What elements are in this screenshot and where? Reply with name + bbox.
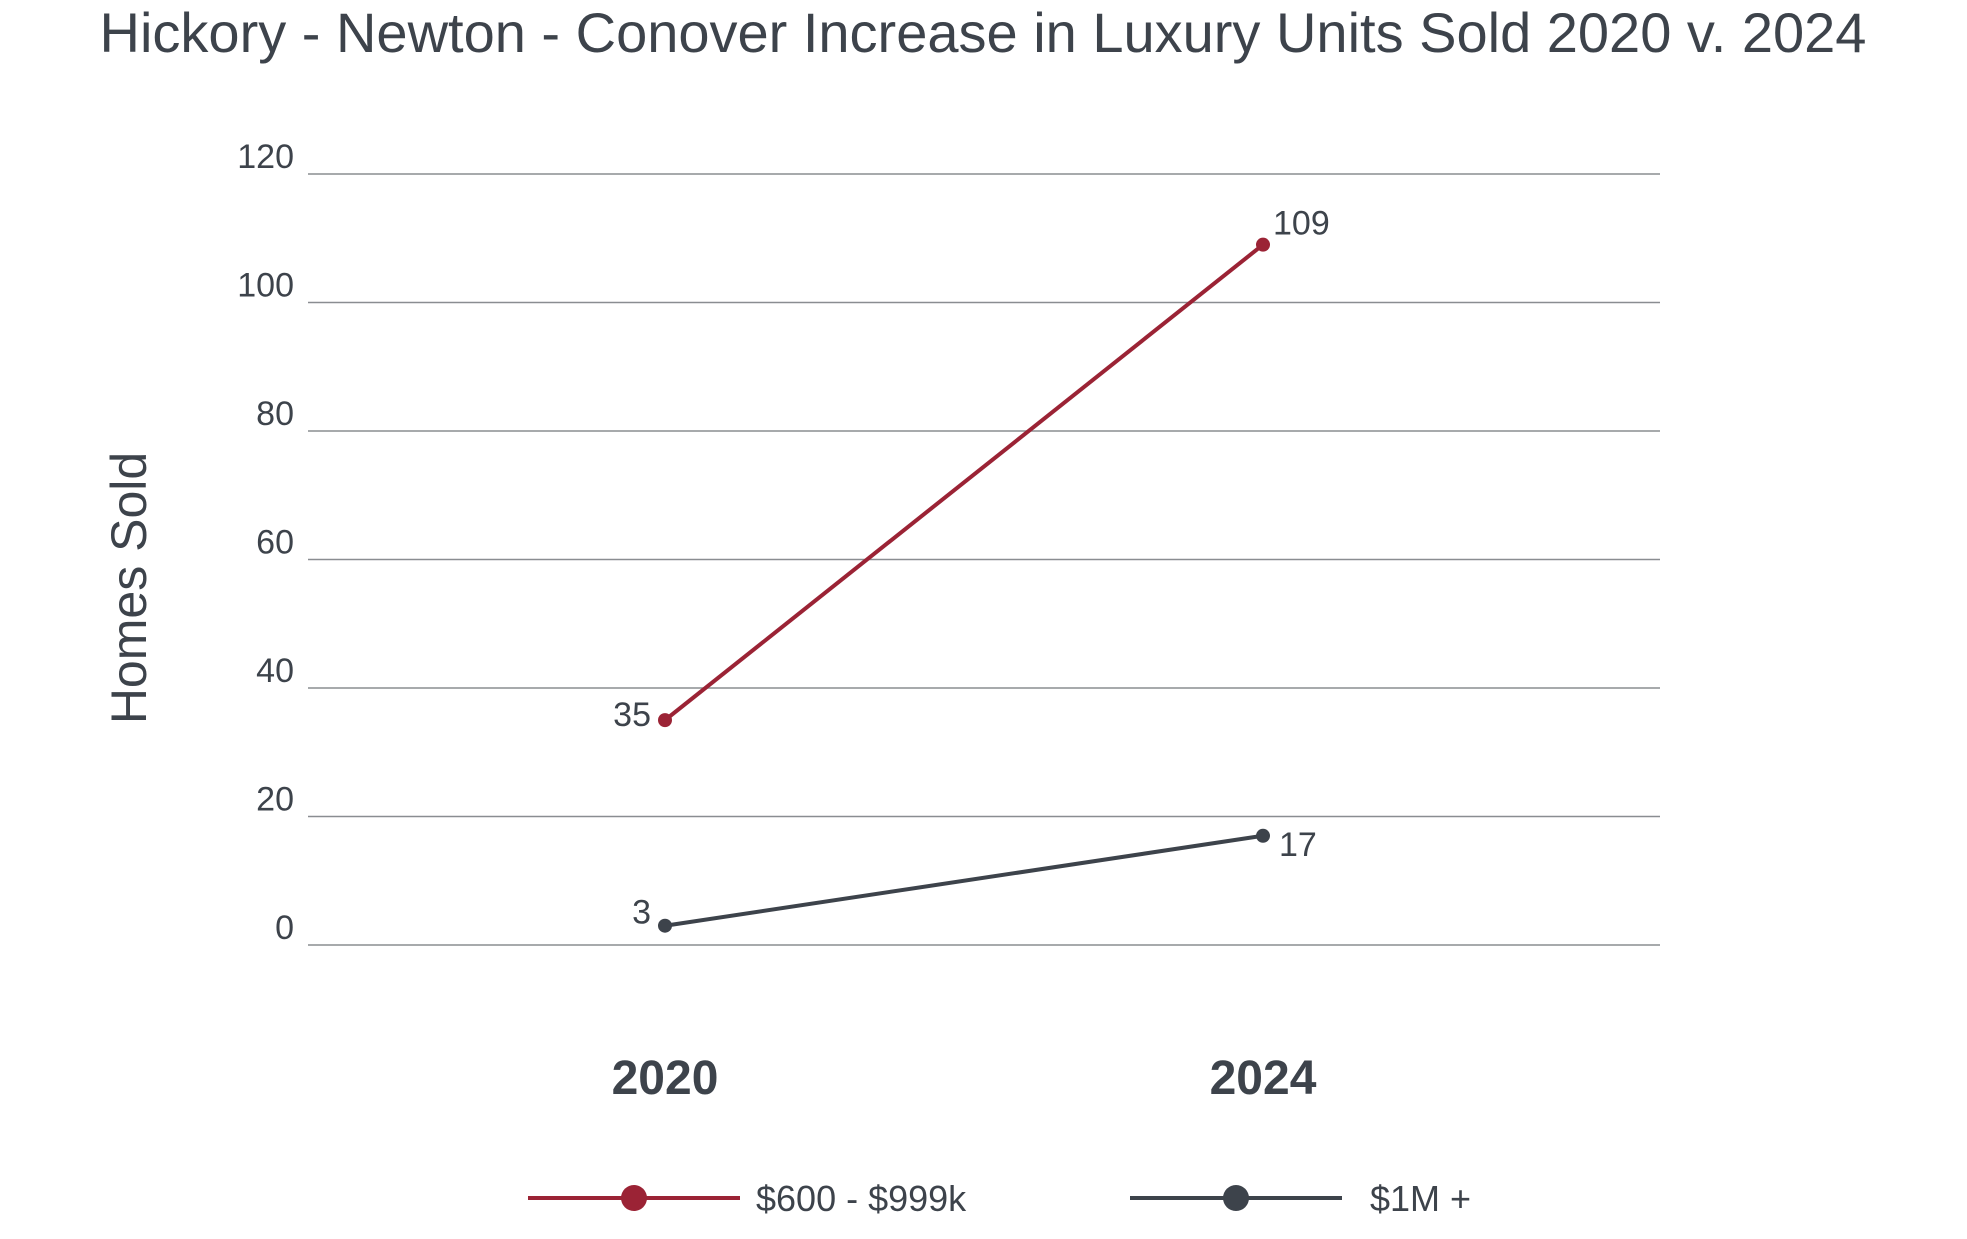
legend-label: $600 - $999k — [756, 1178, 967, 1219]
legend-item: $600 - $999k — [528, 1178, 967, 1219]
data-point — [658, 918, 672, 933]
legend-item: $1M + — [1130, 1178, 1471, 1219]
y-tick-label: 60 — [256, 524, 294, 562]
y-tick-label: 120 — [237, 138, 294, 176]
x-tick-label: 2024 — [1210, 1052, 1317, 1105]
data-point — [658, 713, 672, 728]
data-labels: 35 109 3 17 — [613, 205, 1330, 932]
data-label: 109 — [1273, 205, 1330, 243]
y-axis-label: Homes Sold — [101, 452, 157, 724]
x-axis-ticks: 2020 2024 — [612, 1052, 1317, 1105]
y-tick-label: 40 — [256, 652, 294, 690]
series-group — [658, 237, 1270, 933]
data-label: 35 — [613, 696, 651, 734]
legend: $600 - $999k $1M + — [528, 1178, 1471, 1219]
legend-swatch-marker — [1223, 1185, 1249, 1211]
y-tick-label: 0 — [275, 909, 294, 947]
y-tick-label: 80 — [256, 395, 294, 433]
x-tick-label: 2020 — [612, 1052, 719, 1105]
data-point — [1256, 237, 1270, 252]
data-label: 3 — [632, 894, 651, 932]
gridlines — [308, 173, 1660, 946]
legend-swatch-marker — [621, 1185, 647, 1211]
data-label: 17 — [1279, 826, 1317, 864]
y-tick-label: 100 — [237, 267, 294, 305]
legend-label: $1M + — [1370, 1178, 1471, 1219]
series-line — [664, 833, 1264, 928]
chart-title: Hickory - Newton - Conover Increase in L… — [100, 1, 1867, 64]
y-tick-label: 20 — [256, 781, 294, 819]
series-line — [663, 243, 1265, 722]
data-point — [1256, 828, 1270, 843]
y-axis-ticks: 0 20 40 60 80 100 120 — [237, 138, 294, 947]
